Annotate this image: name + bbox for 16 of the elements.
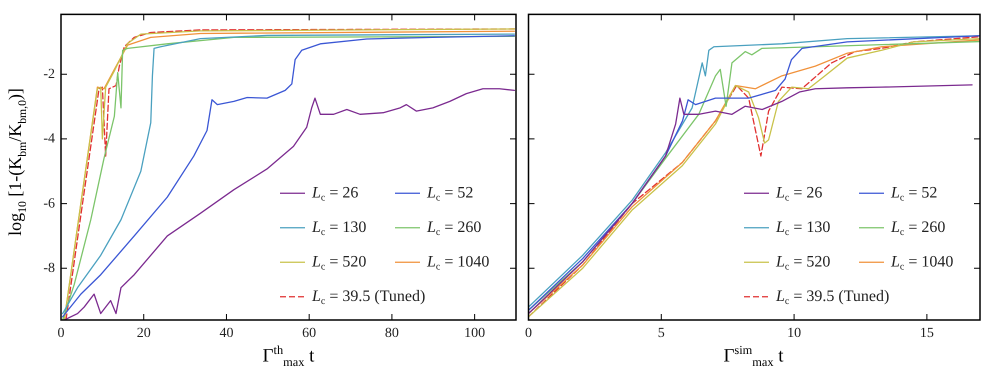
x-tick-label: 0 xyxy=(58,326,64,342)
x-tick-label: 15 xyxy=(920,326,934,342)
x-tick-label: 60 xyxy=(302,326,316,342)
x-tick-label: 20 xyxy=(136,326,151,342)
y-tick-label: -2 xyxy=(43,66,55,82)
x-tick-label: 10 xyxy=(787,326,802,342)
x-tick-label: 80 xyxy=(384,326,399,342)
x-tick-label: 5 xyxy=(658,326,665,342)
y-tick-label: -8 xyxy=(43,260,55,276)
x-axis-title: Γ$^{sim}$$_{max}$ t xyxy=(723,343,784,370)
y-tick-label: -4 xyxy=(43,132,55,147)
x-tick-label: 100 xyxy=(464,326,486,342)
x-tick-label: 0 xyxy=(525,326,532,342)
y-tick-label: -6 xyxy=(43,196,55,212)
x-tick-label: 40 xyxy=(219,326,234,342)
x-axis-title: Γ$^{th}$$_{max}$ t xyxy=(262,343,314,370)
